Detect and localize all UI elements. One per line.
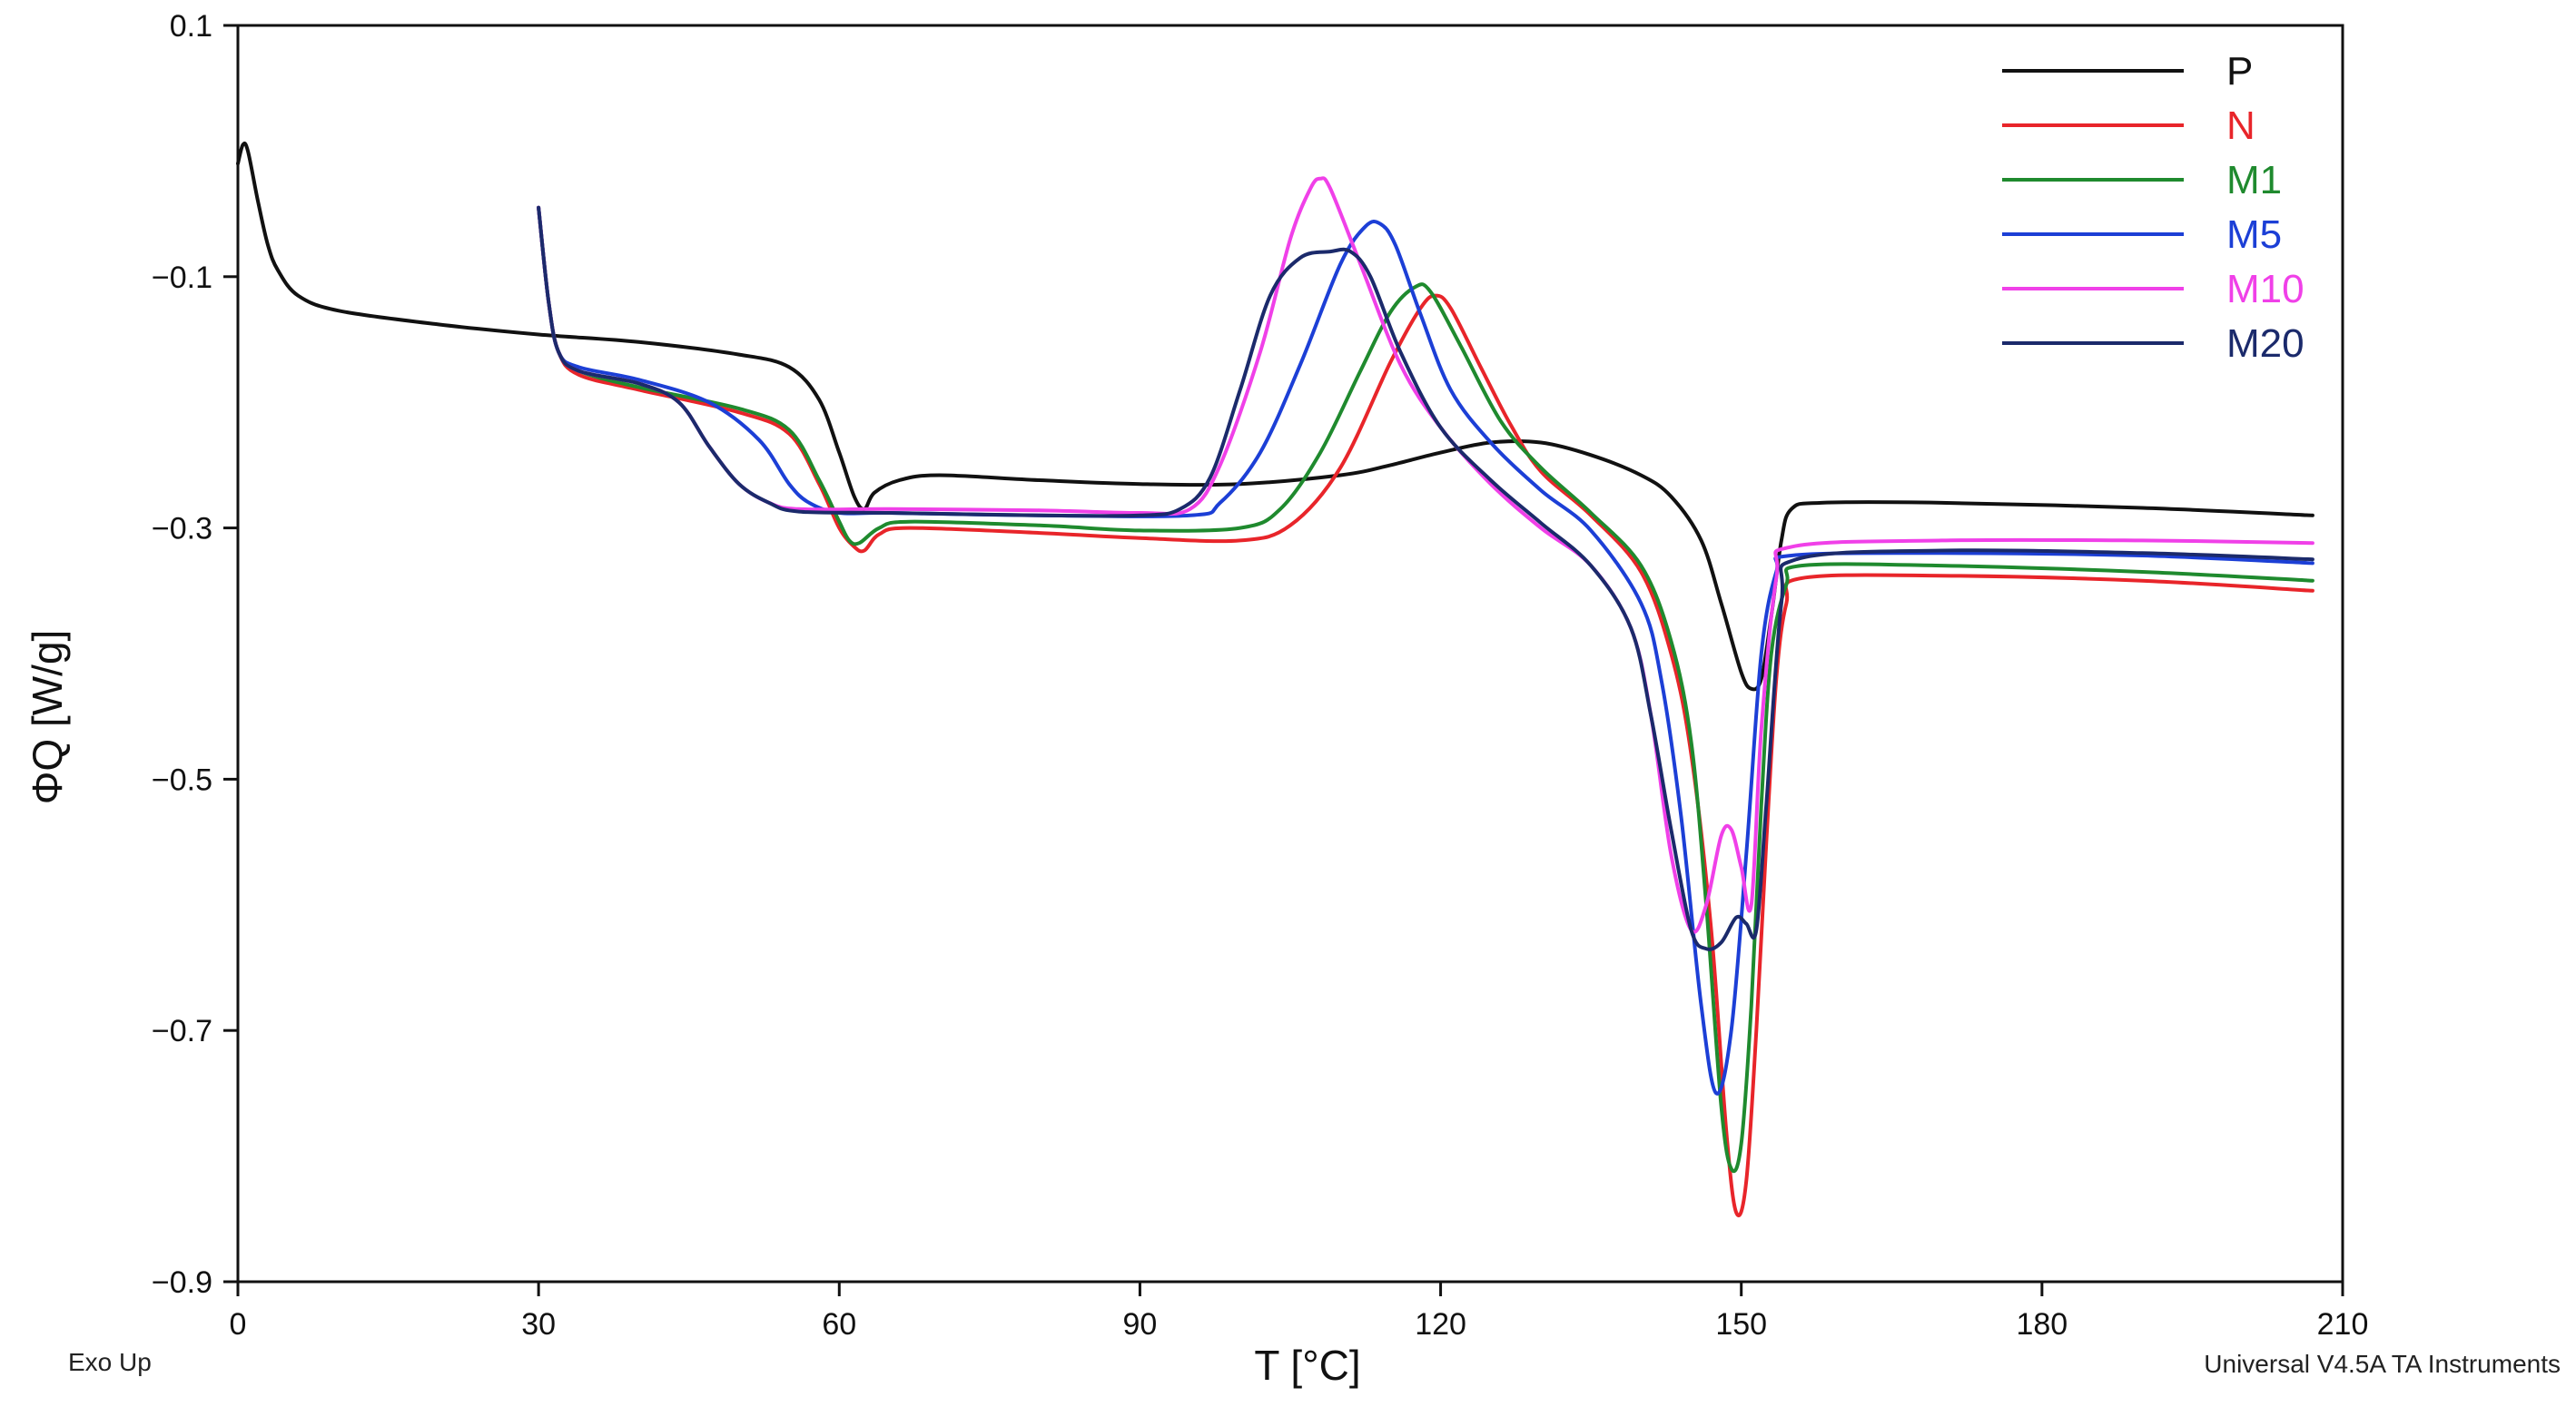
x-tick-label: 120 xyxy=(1415,1307,1466,1342)
legend-label-m5: M5 xyxy=(2226,212,2282,257)
y-tick-label: −0.3 xyxy=(152,512,212,546)
y-tick-label: 0.1 xyxy=(170,9,212,44)
y-tick-label: −0.9 xyxy=(152,1265,212,1300)
legend-label-m1: M1 xyxy=(2226,158,2282,202)
x-tick-label: 150 xyxy=(1715,1307,1767,1342)
x-tick-label: 30 xyxy=(521,1307,556,1342)
x-tick-label: 60 xyxy=(822,1307,856,1342)
y-tick-label: −0.7 xyxy=(152,1014,212,1048)
series-line-m20 xyxy=(537,205,2314,951)
legend-label-m10: M10 xyxy=(2226,267,2305,311)
y-axis-title: ΦQ [W/g] xyxy=(24,630,71,805)
x-axis-title: T [°C] xyxy=(1254,1342,1360,1389)
x-tick-label: 180 xyxy=(2016,1307,2068,1342)
series-line-m5 xyxy=(537,205,2314,1096)
legend-label-m20: M20 xyxy=(2226,321,2305,366)
legend-label-p: P xyxy=(2226,49,2253,93)
x-tick-label: 210 xyxy=(2317,1307,2369,1342)
exo-up-note: Exo Up xyxy=(68,1348,152,1376)
instrument-note: Universal V4.5A TA Instruments xyxy=(2204,1350,2561,1378)
x-tick-label: 0 xyxy=(230,1307,247,1342)
plot-frame xyxy=(236,24,2344,1284)
y-tick-label: −0.1 xyxy=(152,261,212,295)
y-tick-label: −0.5 xyxy=(152,763,212,797)
series-line-m1 xyxy=(537,205,2314,1174)
x-tick-label: 90 xyxy=(1123,1307,1158,1342)
legend-label-n: N xyxy=(2226,103,2255,148)
